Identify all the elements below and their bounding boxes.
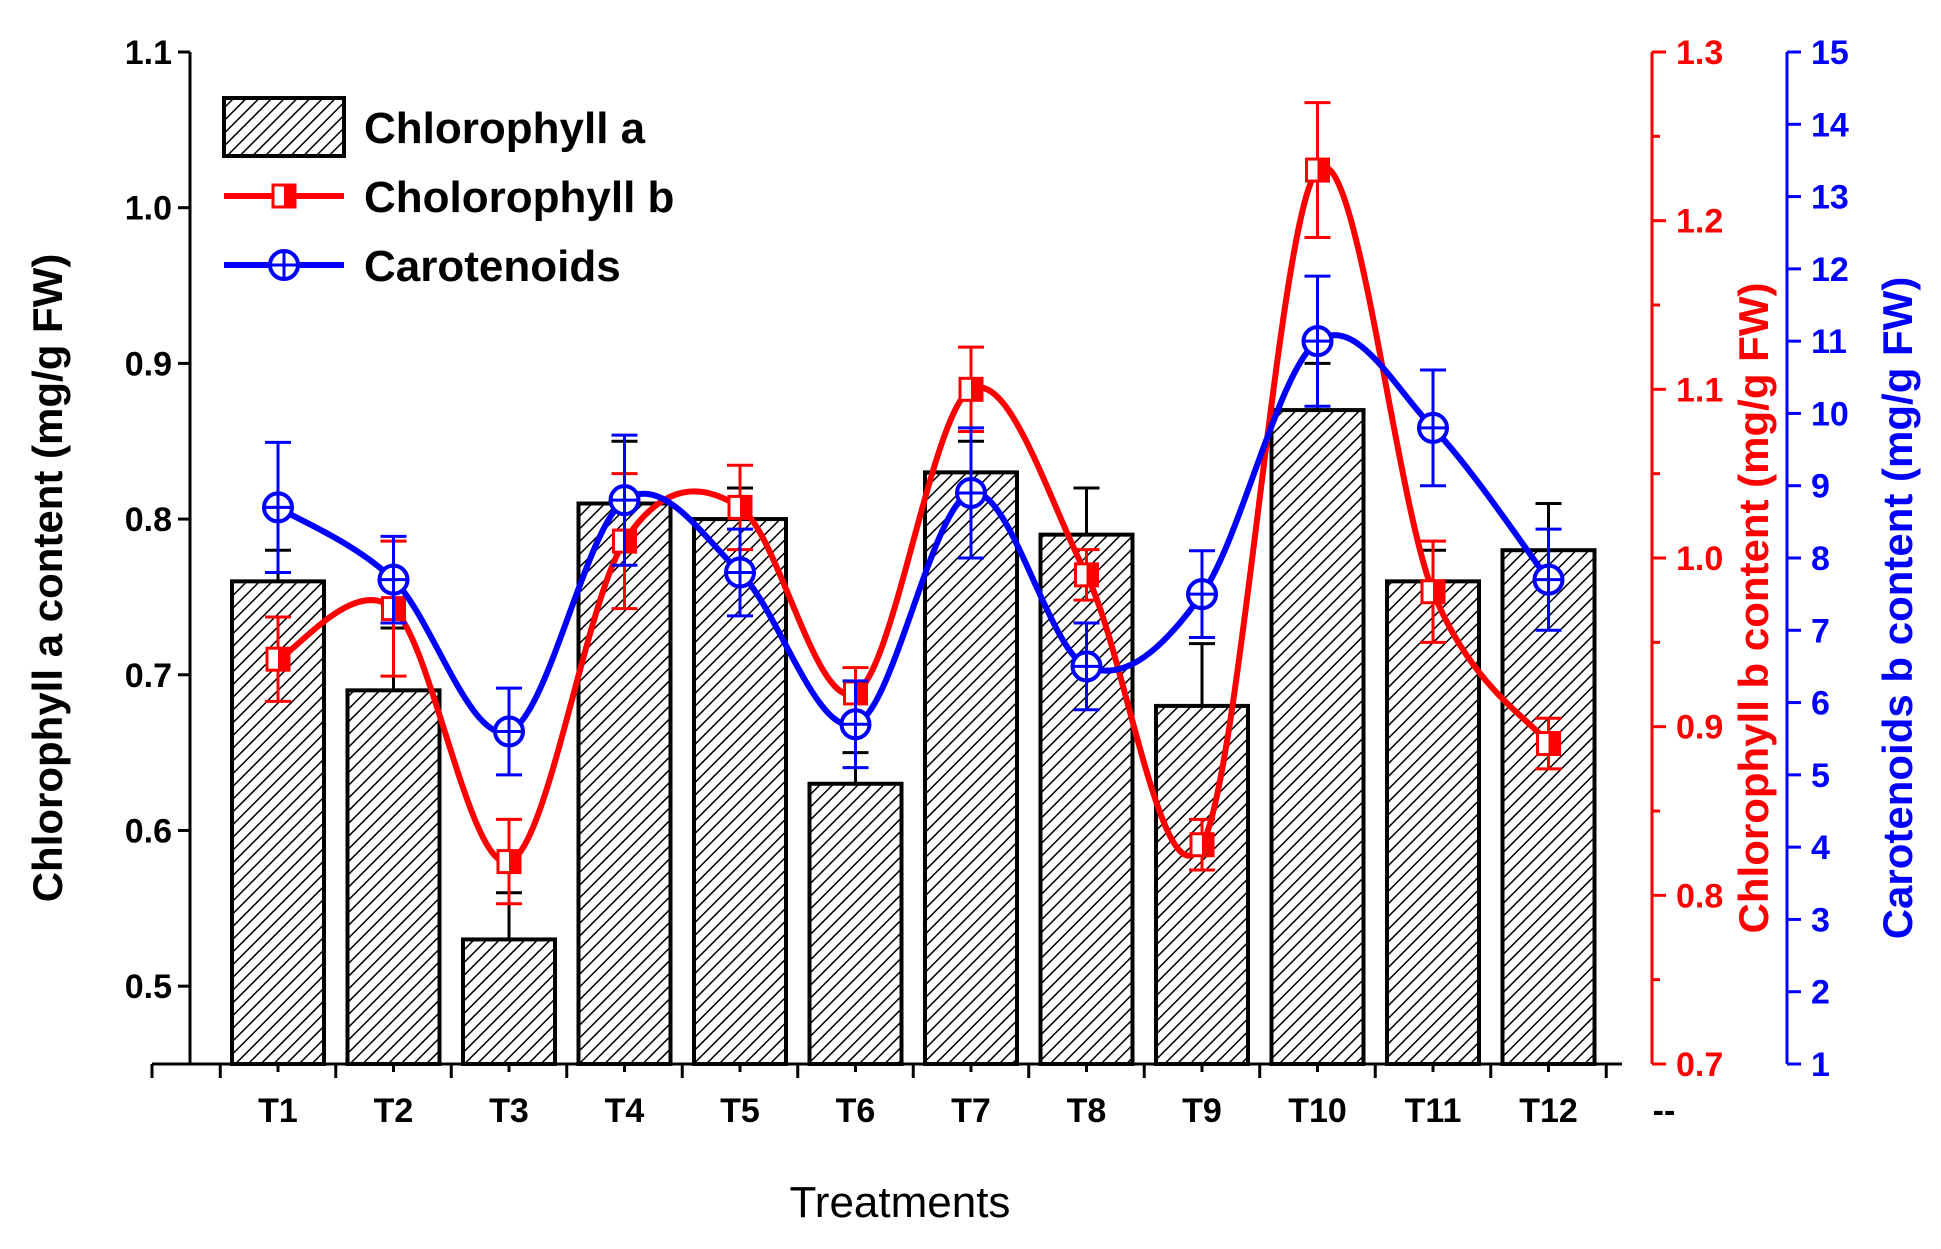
carotenoids-point-t2 (377, 563, 410, 596)
y-right-c-tick-label: 2 (1811, 974, 1830, 1012)
y-left-tick-label: 0.7 (125, 657, 172, 695)
chl-b-point-t9 (1189, 832, 1215, 858)
y-left-tick-label: 1.1 (125, 34, 172, 72)
y-right-c-tick-label: 14 (1811, 106, 1849, 144)
x-tick-label-t12: T12 (1519, 1092, 1578, 1130)
y-right-c-tick-label: 3 (1811, 901, 1830, 939)
carotenoids-point-t8 (1070, 650, 1103, 683)
bar-t9 (1154, 703, 1250, 1067)
y-left-tick-label: 1.0 (125, 190, 172, 228)
x-tick-label-t8: T8 (1067, 1092, 1107, 1130)
carotenoids-point-t3 (493, 715, 525, 748)
carotenoids-point-t1 (262, 491, 294, 524)
x-tick-label-t9: T9 (1182, 1092, 1222, 1130)
y-right-c-tick-label: 12 (1811, 251, 1849, 289)
marker-fill (1433, 580, 1444, 603)
legend-label-chlorophyll-a: Chlorophyll a (364, 104, 646, 153)
x-tick-label-t4: T4 (605, 1092, 645, 1130)
carotenoids-point-t5 (724, 556, 756, 589)
chl-b-point-t5 (727, 494, 753, 520)
marker-fill (740, 496, 751, 519)
marker-fill (855, 681, 867, 704)
x-tick-label-t7: T7 (951, 1092, 991, 1130)
carotenoids-point-t10 (1301, 325, 1334, 358)
y-right-c-tick-label: 1 (1811, 1046, 1830, 1084)
x-tick-label-extra: -- (1653, 1092, 1676, 1130)
legend-label-carotenoids: Carotenoids (364, 242, 621, 291)
carotenoids-point-t11 (1417, 411, 1449, 444)
y-right-c-tick-label: 13 (1811, 179, 1849, 217)
bar-t6 (807, 781, 904, 1066)
y-right-c-tick-label: 8 (1811, 540, 1830, 578)
chl-b-point-t7 (958, 376, 984, 402)
y-right-c-tick-label: 9 (1811, 468, 1830, 506)
legend-swatch-chlorophyll-b-marker (271, 183, 297, 209)
marker-fill (1548, 732, 1560, 755)
x-tick-label-t11: T11 (1405, 1092, 1462, 1130)
y-left-tick-label: 0.8 (125, 501, 172, 539)
legend: Chlorophyll a Cholorophyll b Carotenoids (222, 96, 674, 291)
marker-fill (278, 648, 289, 671)
y-axis-right-c-title: Carotenoids b content (mg/g FW) (1874, 277, 1921, 940)
x-axis-title: Treatments (790, 1178, 1011, 1227)
y-right-b-tick-label: 0.8 (1676, 877, 1723, 915)
x-tick-label-t1: T1 (258, 1092, 298, 1130)
carotenoids-point-t4 (608, 484, 641, 517)
marker-fill (1317, 159, 1329, 182)
y-right-c-tick-label: 5 (1811, 757, 1830, 795)
carotenoids-point-t12 (1532, 563, 1565, 596)
bar-t7 (923, 470, 1019, 1067)
y-right-b-tick-label: 1.1 (1676, 371, 1723, 409)
axes: 0.5 0.6 0.7 0.8 0.9 1.0 1.1 Chlorophyll a conte… (24, 34, 1921, 1130)
carotenoids-point-t9 (1186, 578, 1218, 611)
marker-fill (284, 185, 295, 207)
legend-swatch-carotenoids-marker (268, 249, 300, 281)
legend-label-chlorophyll-b: Cholorophyll b (364, 173, 674, 222)
marker-fill (624, 530, 636, 553)
chl-b-point-t3 (496, 849, 522, 875)
x-tick-label-t3: T3 (489, 1092, 529, 1130)
series-lines (262, 101, 1565, 906)
marker-fill (971, 378, 982, 401)
chl-b-point-t12 (1536, 731, 1561, 757)
chl-b-point-t8 (1074, 562, 1099, 588)
bar-t3 (461, 937, 557, 1067)
y-right-c-tick-label: 10 (1811, 395, 1849, 433)
chl-b-point-t11 (1420, 579, 1446, 605)
y-axis-right-b-title: Chlorophyll b content (mg/g FW) (1730, 283, 1777, 934)
y-right-c-tick-label: 4 (1811, 829, 1830, 867)
bar-t8 (1038, 532, 1135, 1066)
y-left-tick-label: 0.6 (125, 812, 172, 850)
bar-t10 (1269, 408, 1366, 1067)
bar-t2 (345, 688, 442, 1066)
y-right-b-tick-label: 0.7 (1676, 1046, 1723, 1084)
chl-b-point-t1 (265, 646, 291, 672)
marker-fill (509, 850, 520, 873)
marker-fill (1086, 563, 1098, 586)
carotenoids-point-t6 (839, 708, 872, 741)
y-right-c-tick-label: 15 (1811, 34, 1849, 72)
carotenoids-point-t7 (955, 476, 987, 509)
y-right-b-tick-label: 1.0 (1676, 540, 1723, 578)
x-tick-label-t2: T2 (374, 1092, 414, 1130)
y-left-tick-label: 0.5 (125, 968, 172, 1006)
y-right-c-tick-label: 7 (1811, 612, 1830, 650)
marker-fill (393, 597, 405, 620)
x-tick-label-t5: T5 (720, 1092, 760, 1130)
y-right-b-tick-label: 0.9 (1676, 709, 1723, 747)
x-tick-label-t10: T10 (1288, 1092, 1347, 1130)
y-right-c-tick-label: 6 (1811, 685, 1830, 723)
legend-swatch-chlorophyll-a (222, 96, 346, 158)
x-tick-label-t6: T6 (836, 1092, 876, 1130)
marker-fill (1202, 833, 1213, 856)
bar-t11 (1385, 579, 1481, 1066)
y-left-tick-label: 0.9 (125, 345, 172, 383)
y-right-b-tick-label: 1.2 (1676, 203, 1723, 241)
y-right-b-tick-label: 1.3 (1676, 34, 1723, 72)
chl-b-point-t10 (1305, 157, 1330, 183)
y-axis-left-title: Chlorophyll a content (mg/g FW) (24, 254, 71, 903)
y-right-c-tick-label: 11 (1811, 323, 1847, 361)
